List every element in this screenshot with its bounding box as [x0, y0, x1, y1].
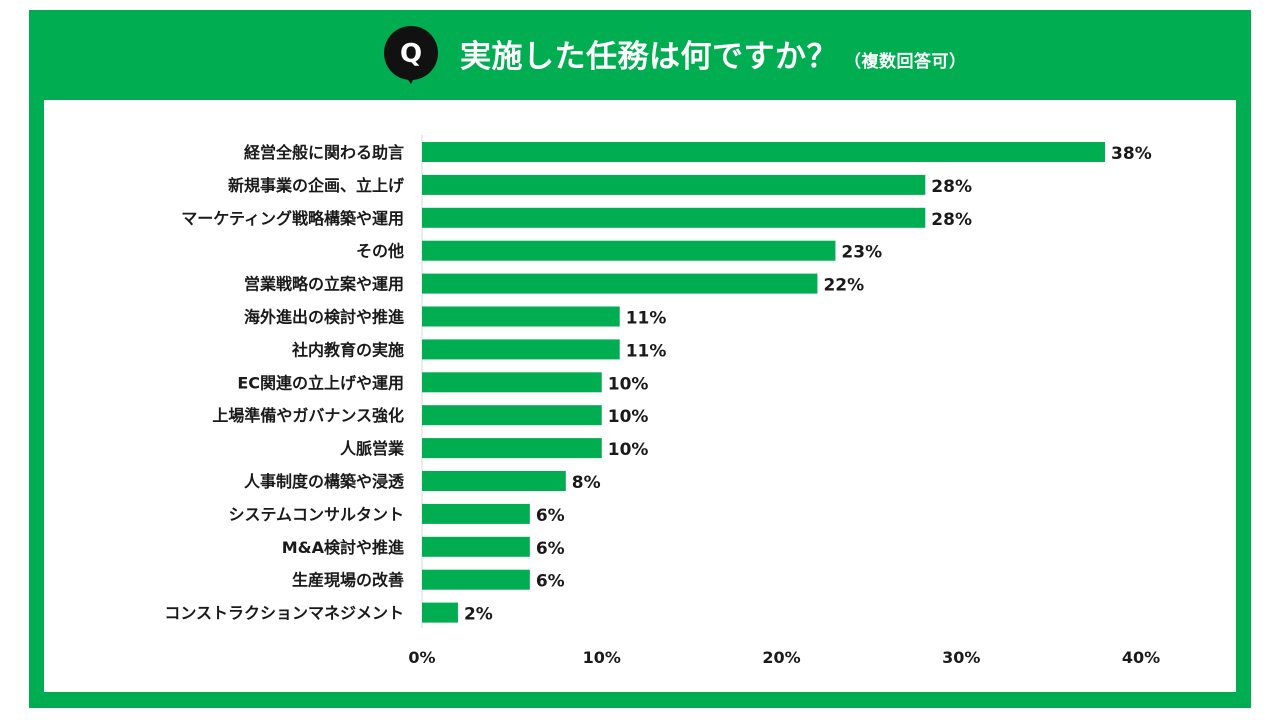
category-label: その他	[356, 242, 404, 261]
bar	[422, 372, 602, 393]
category-label: 海外進出の検討や推進	[244, 308, 404, 327]
value-label: 2%	[464, 605, 493, 625]
bar	[422, 240, 836, 261]
category-label: 社内教育の実施	[291, 340, 404, 359]
bar	[422, 503, 530, 524]
bar	[422, 339, 620, 360]
x-tick-label: 10%	[583, 648, 621, 667]
bar	[422, 142, 1106, 162]
question-title-text: 実施した任務は何ですか？	[460, 39, 838, 75]
bar	[422, 438, 602, 459]
x-tick-label: 30%	[942, 648, 980, 667]
category-label: 生産現場の改善	[292, 571, 404, 590]
category-label: 経営全般に関わる助言	[244, 143, 404, 162]
category-label: 上場準備やガバナンス強化	[212, 406, 404, 425]
x-tick-label: 20%	[762, 648, 800, 667]
value-label: 8%	[572, 473, 601, 493]
bar	[422, 207, 926, 228]
question-title: 実施した任務は何ですか？ （複数回答可）	[460, 33, 967, 86]
category-label: マーケティング戦略構築や運用	[181, 209, 404, 228]
category-label: 人事制度の構築や浸透	[244, 472, 405, 491]
value-label: 11%	[626, 341, 667, 361]
x-tick-label: 40%	[1122, 648, 1160, 667]
bar	[422, 536, 530, 557]
category-label: コンストラクションマネジメント	[164, 604, 404, 623]
category-label: 人脈営業	[340, 439, 405, 458]
value-label: 6%	[536, 506, 565, 526]
value-label: 22%	[823, 276, 864, 296]
value-label: 38%	[1111, 144, 1152, 164]
bar	[422, 471, 566, 491]
bar	[422, 569, 530, 590]
bar	[422, 602, 458, 623]
question-note: （複数回答可）	[844, 52, 967, 72]
category-label: 新規事業の企画、立上げ	[228, 176, 405, 195]
bar	[422, 174, 926, 195]
value-label: 11%	[626, 309, 667, 329]
x-tick-label: 0%	[408, 648, 435, 667]
value-label: 23%	[841, 243, 882, 263]
value-label: 28%	[931, 210, 972, 230]
bar	[422, 405, 602, 426]
value-label: 10%	[608, 440, 649, 460]
value-label: 10%	[608, 407, 649, 427]
bar	[422, 273, 818, 294]
category-label: 営業戦略の立案や運用	[244, 275, 404, 294]
question-badge-icon: Q	[384, 26, 438, 84]
value-label: 10%	[608, 374, 649, 394]
category-label: EC関連の立上げや運用	[237, 373, 404, 392]
value-label: 6%	[536, 539, 565, 559]
category-label: M&A検討や推進	[282, 538, 404, 557]
bar	[422, 306, 620, 327]
value-label: 28%	[931, 177, 972, 197]
chart-panel	[44, 100, 1236, 692]
chart-frame	[29, 10, 1251, 708]
question-badge-label: Q	[400, 39, 422, 69]
value-label: 6%	[536, 572, 565, 592]
category-label: システムコンサルタント	[228, 505, 404, 524]
